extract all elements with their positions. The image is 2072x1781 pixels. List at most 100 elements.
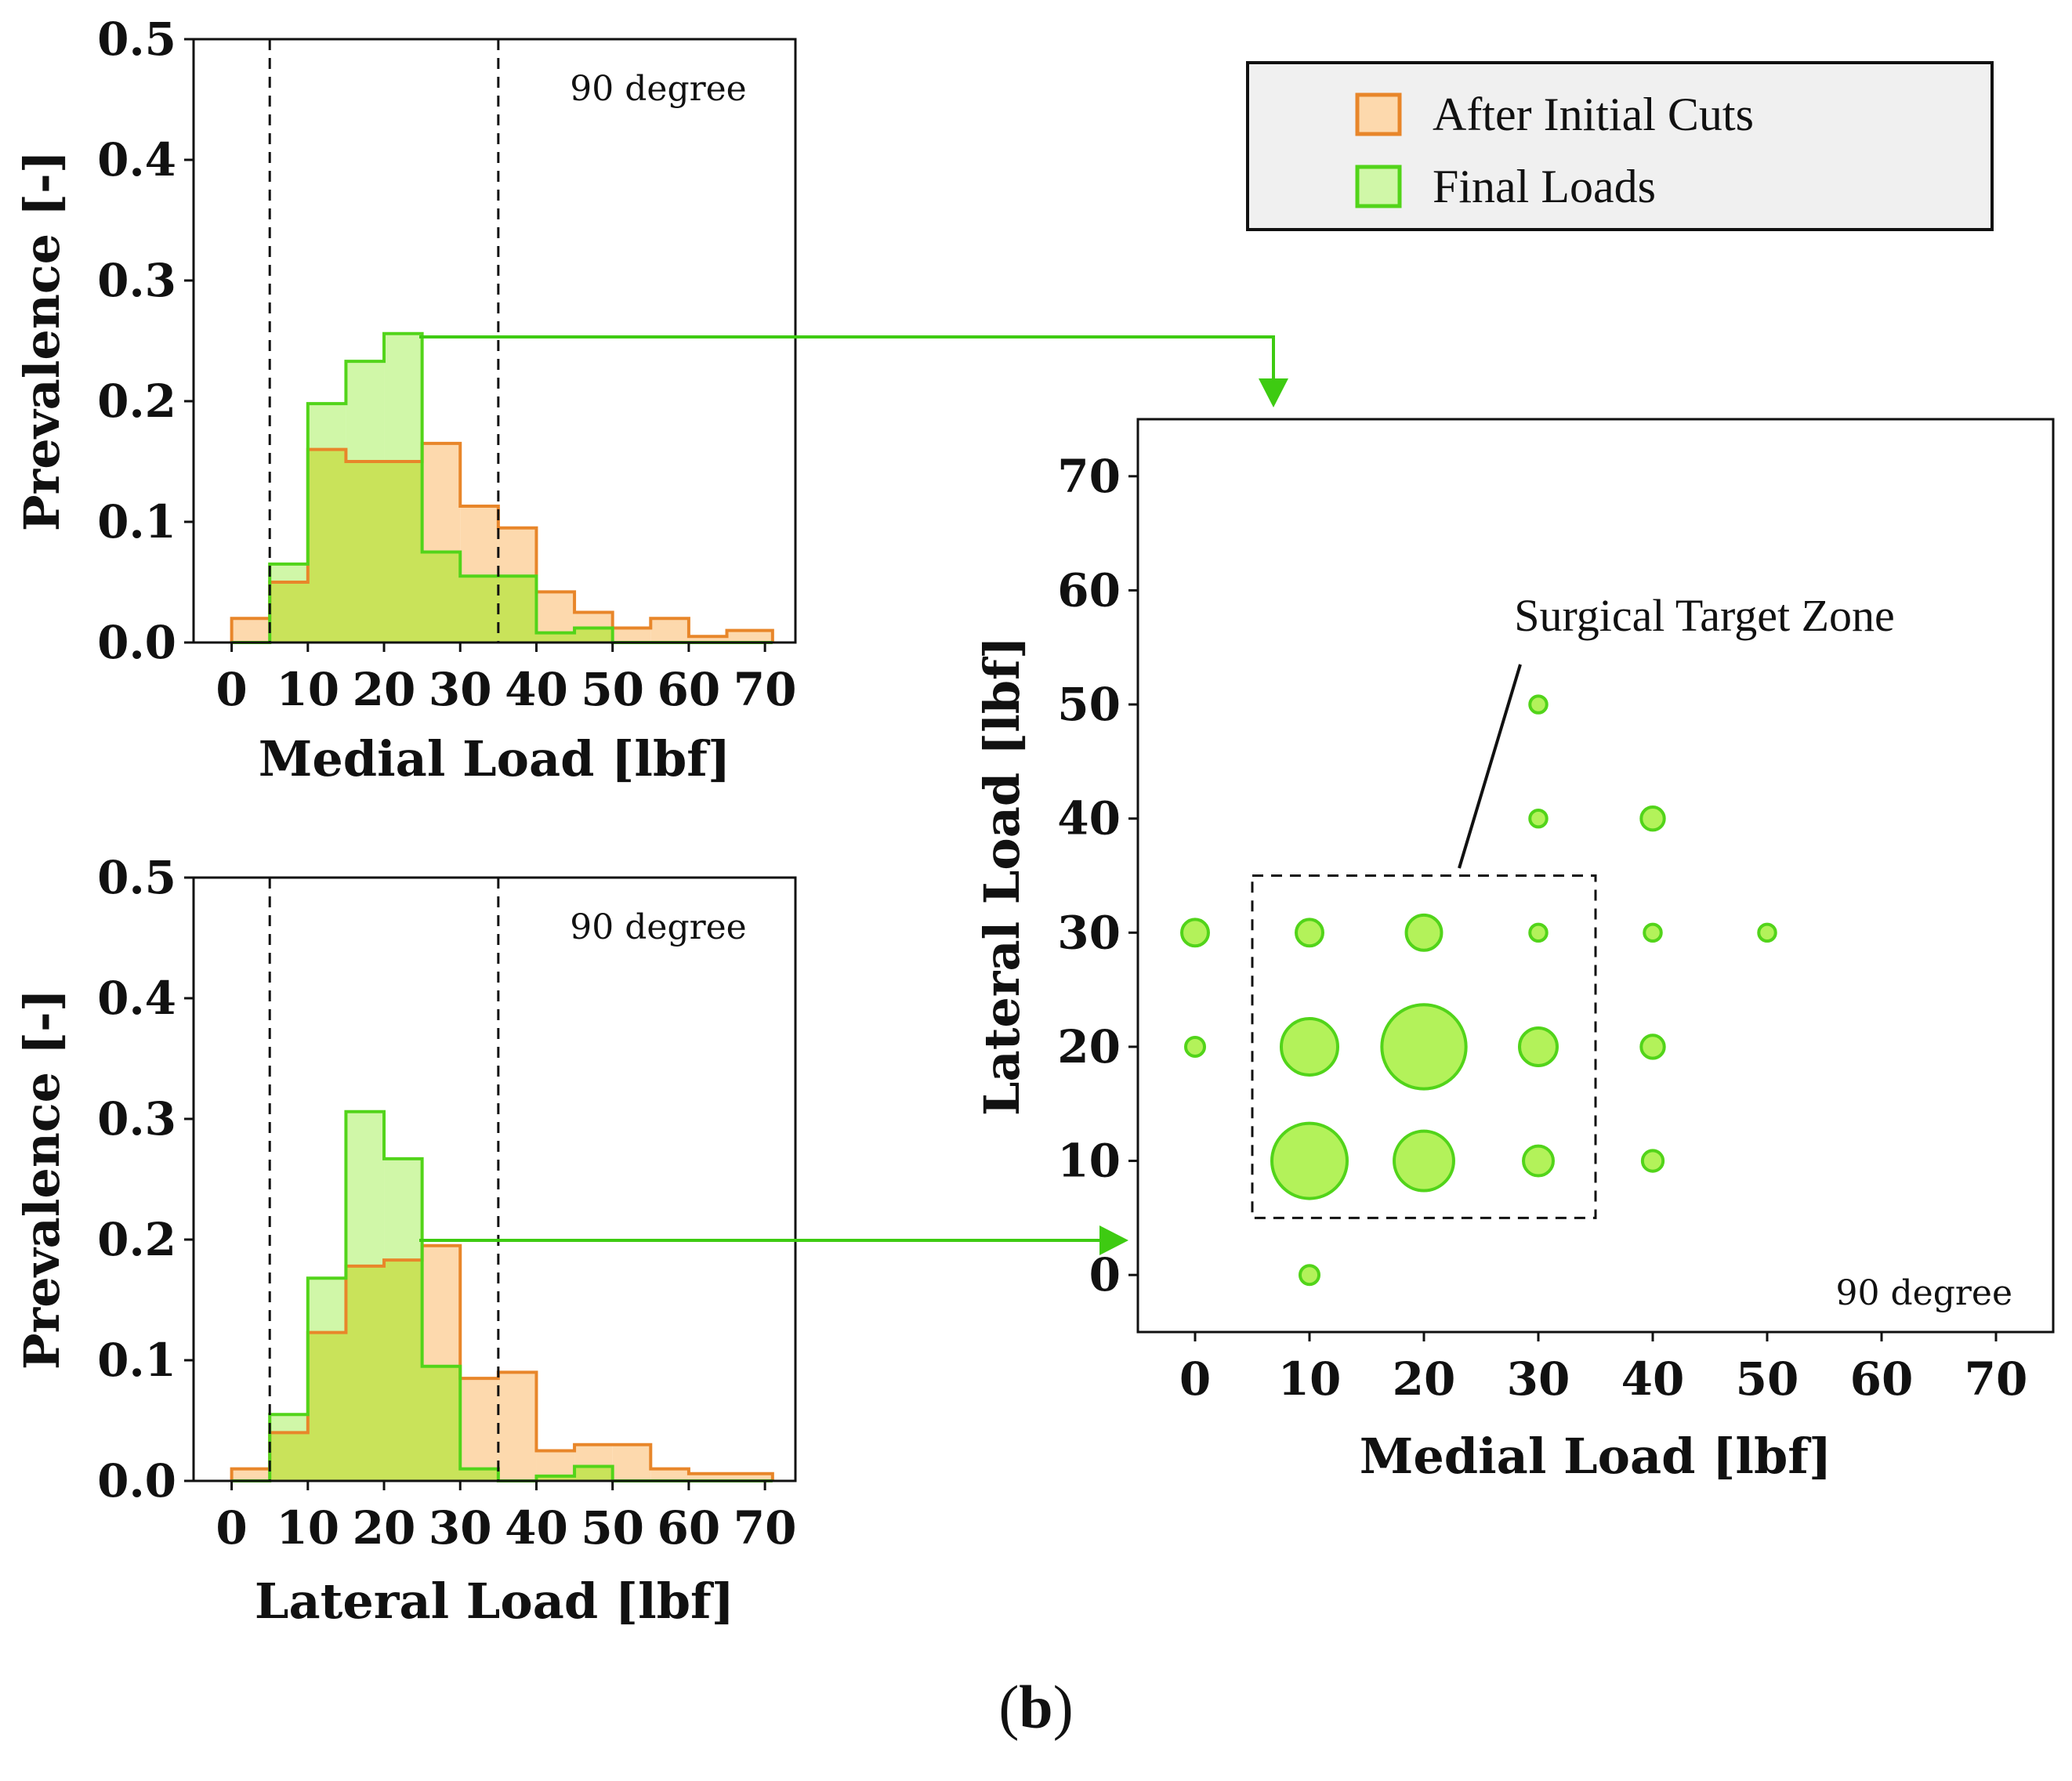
lateral-histogram-frame: [192, 876, 797, 1482]
medial-histogram-ytick-label-2: 0.2: [97, 375, 176, 428]
bubble-point-2: [1299, 1264, 1320, 1287]
lateral-histogram-xtick-label-1: 10: [276, 1501, 339, 1555]
lateral-histogram-xlabel: Lateral Load [lbf]: [255, 1573, 734, 1630]
medial-histogram-bar-0-excess: [231, 618, 270, 643]
zone-label-leader-line: [1458, 664, 1522, 869]
bubble-chart: 0 10 20 30 40 50 60 70 0 10 20 30 40 50 60 70 90 degree…: [973, 418, 2055, 1485]
bubble-chart-ytick-label-0: 0: [1089, 1248, 1121, 1301]
medial-histogram-bar-10-excess: [612, 628, 651, 643]
bubble-chart-marks: 0 10 20 30 40 50 60 70 0 10 20 30 40 50 60 70: [1057, 450, 2027, 1406]
bubble-chart-ytick-label-1: 10: [1057, 1135, 1121, 1188]
lateral-histogram-bar-1-excess: [270, 1414, 308, 1433]
bubble-chart-ytick-label-2: 20: [1057, 1020, 1121, 1073]
lateral-to-bubble-arrowhead: [1099, 1225, 1128, 1255]
bubble-chart-ylabel: Lateral Load [lbf]: [973, 636, 1031, 1116]
medial-histogram-bar-1-excess: [270, 563, 308, 582]
medial-histogram-bar-4-excess: [384, 333, 422, 462]
medial-histogram-xtick-label-4: 40: [505, 663, 568, 716]
bubble-point-6: [1393, 1129, 1455, 1193]
medial-histogram-overlap-area: [231, 449, 773, 643]
medial-histogram-bar-11-excess: [650, 618, 689, 643]
lateral-histogram-marks: 0 10 20 30 40 50 60 70 0.0 0.1 0.2 0.3 0.4 0.5: [97, 851, 796, 1555]
panel-label-letter: b: [1019, 1673, 1052, 1741]
medial-histogram: 0 10 20 30 40 50 60 70 0.0 0.1 0.2 0.3 0.4 0.5 90 deg…: [13, 13, 797, 787]
legend: After Initial Cuts Final Loads: [1246, 61, 1994, 231]
medial-histogram-bar-2-excess: [307, 404, 346, 450]
bubble-chart-ytick-label-7: 70: [1057, 450, 1121, 503]
bubble-point-9: [1522, 1144, 1555, 1178]
bubble-point-18: [1757, 922, 1777, 943]
bubble-chart-xtick-label-1: 10: [1278, 1352, 1342, 1406]
bubble-point-15: [1639, 1033, 1666, 1060]
bubble-chart-xtick-label-2: 20: [1393, 1352, 1456, 1406]
lateral-histogram-bar-9-excess: [574, 1444, 613, 1467]
lateral-histogram-ytick-label-1: 0.1: [97, 1334, 176, 1387]
medial-to-bubble-arrow-line: [419, 335, 1275, 380]
lateral-histogram-xtick-label-7: 70: [734, 1501, 797, 1555]
lateral-histogram-bar-13-excess: [726, 1473, 773, 1481]
bubble-point-3: [1270, 1121, 1349, 1200]
panel-label-close-paren: ): [1053, 1673, 1074, 1741]
bubble-chart-ytick-label-6: 60: [1057, 563, 1121, 617]
bubble-point-1: [1184, 1035, 1206, 1058]
medial-histogram-bar-3-excess: [346, 361, 385, 462]
lateral-histogram-bar-4-excess: [384, 1158, 422, 1261]
lateral-histogram-bar-2-excess: [307, 1278, 346, 1333]
bubble-point-12: [1528, 808, 1549, 829]
medial-histogram-bar-9-excess: [574, 612, 613, 628]
legend-label-final-loads: Final Loads: [1433, 161, 1656, 212]
bubble-chart-xtick-label-5: 50: [1736, 1352, 1799, 1406]
panel-label: (b): [998, 1673, 1073, 1741]
bubble-point-16: [1643, 922, 1663, 943]
lateral-histogram-xtick-label-5: 50: [581, 1501, 644, 1555]
bubble-chart-ytick-label-4: 40: [1057, 792, 1121, 845]
medial-histogram-xtick-label-6: 60: [657, 663, 721, 716]
lateral-histogram-ylabel: Prevalence [-]: [13, 989, 71, 1370]
bubble-chart-annotation: 90 degree: [1836, 1273, 2012, 1313]
medial-histogram-ytick-label-4: 0.4: [97, 133, 176, 186]
bubble-point-4: [1280, 1016, 1339, 1077]
lateral-histogram-annotation: 90 degree: [570, 907, 746, 947]
panel-label-open-paren: (: [998, 1673, 1019, 1741]
legend-label-after-initial-cuts: After Initial Cuts: [1433, 89, 1754, 140]
bubble-chart-xtick-label-4: 40: [1621, 1352, 1685, 1406]
medial-histogram-bar-5-excess: [422, 443, 461, 552]
lateral-histogram-ytick-label-5: 0.5: [97, 851, 176, 904]
medial-histogram-xtick-label-3: 30: [429, 663, 492, 716]
medial-histogram-marks: 0 10 20 30 40 50 60 70 0.0 0.1 0.2 0.3 0.4 0.5: [97, 13, 796, 716]
bubble-point-5: [1295, 918, 1324, 948]
legend-box: [1246, 61, 1994, 231]
lateral-histogram-bar-7-excess: [498, 1372, 537, 1481]
medial-histogram-bar-8-excess: [536, 592, 575, 633]
lateral-histogram-ytick-label-0: 0.0: [97, 1454, 176, 1508]
medial-histogram-frame: [192, 38, 797, 644]
medial-histogram-annotation: 90 degree: [570, 69, 746, 109]
lateral-histogram-bar-5-excess: [422, 1245, 461, 1367]
medial-histogram-xtick-label-0: 0: [216, 663, 247, 716]
medial-histogram-ytick-label-0: 0.0: [97, 616, 176, 669]
lateral-histogram-xtick-label-2: 20: [353, 1501, 416, 1555]
medial-histogram-ytick-label-5: 0.5: [97, 13, 176, 66]
medial-histogram-xtick-label-2: 20: [353, 663, 416, 716]
medial-to-bubble-arrowhead: [1259, 378, 1288, 407]
lateral-histogram-ytick-label-3: 0.3: [97, 1092, 176, 1146]
lateral-histogram-bar-11-excess: [650, 1468, 689, 1481]
connector-arrows: [419, 335, 1288, 1255]
lateral-histogram-ytick-label-4: 0.4: [97, 972, 176, 1025]
bubble-point-8: [1404, 913, 1444, 952]
bubble-point-0: [1180, 918, 1210, 948]
bubble-point-11: [1528, 922, 1549, 943]
lateral-histogram-xtick-label-0: 0: [216, 1501, 247, 1555]
surgical-target-zone-label: Surgical Target Zone: [1514, 590, 1895, 641]
legend-swatch-after-initial-cuts: [1355, 92, 1402, 136]
bubble-chart-xlabel: Medial Load [lbf]: [1360, 1428, 1832, 1485]
medial-histogram-ytick-label-3: 0.3: [97, 254, 176, 307]
bubble-chart-ytick-label-3: 30: [1057, 906, 1121, 959]
bubble-point-14: [1640, 1149, 1665, 1173]
medial-histogram-bar-12-excess: [688, 636, 727, 643]
bubble-chart-ytick-label-5: 50: [1057, 678, 1121, 731]
lateral-histogram-bar-0-excess: [231, 1468, 270, 1481]
lateral-histogram-bar-3-excess: [346, 1111, 385, 1266]
